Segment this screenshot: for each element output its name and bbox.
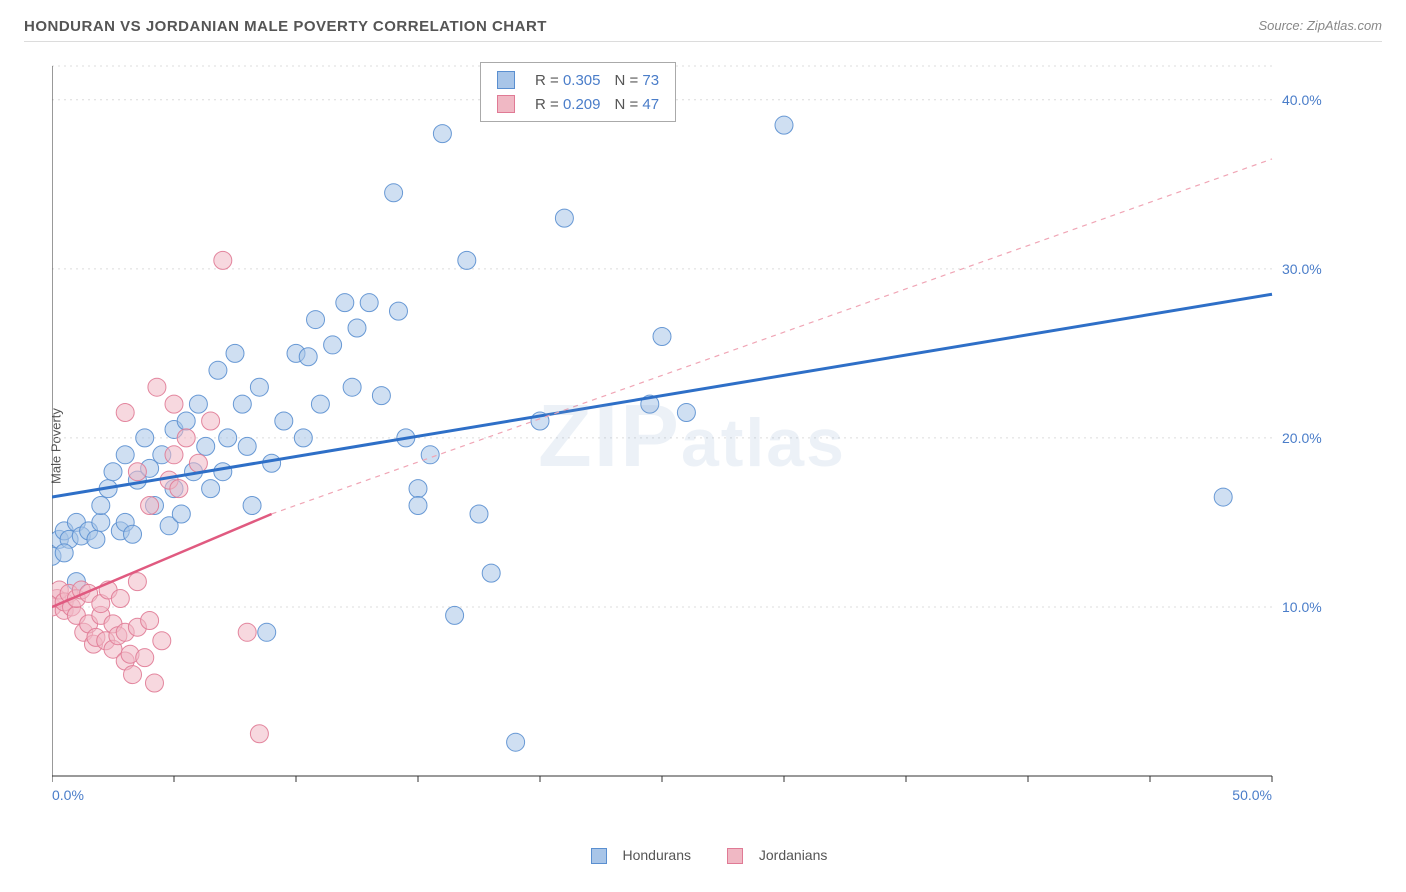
data-point	[409, 480, 427, 498]
svg-text:40.0%: 40.0%	[1282, 92, 1322, 108]
data-point	[233, 395, 251, 413]
data-point	[189, 395, 207, 413]
data-point	[177, 429, 195, 447]
correlation-legend: R = 0.305N = 73R = 0.209N = 47	[480, 62, 676, 122]
data-point	[141, 611, 159, 629]
svg-text:30.0%: 30.0%	[1282, 261, 1322, 277]
legend-r-label: R = 0.305	[529, 69, 606, 91]
data-point	[226, 344, 244, 362]
data-point	[775, 116, 793, 134]
data-point	[243, 497, 261, 515]
data-point	[324, 336, 342, 354]
legend-swatch	[497, 71, 515, 89]
data-point	[124, 666, 142, 684]
data-point	[124, 525, 142, 543]
data-point	[128, 573, 146, 591]
data-point	[189, 454, 207, 472]
legend-swatch	[591, 848, 607, 864]
data-point	[128, 463, 146, 481]
source-label: Source: ZipAtlas.com	[1258, 18, 1382, 33]
trend-line	[52, 294, 1272, 497]
data-point	[141, 497, 159, 515]
data-point	[294, 429, 312, 447]
data-point	[172, 505, 190, 523]
data-point	[482, 564, 500, 582]
trend-line-ext	[272, 159, 1272, 514]
data-point	[1214, 488, 1232, 506]
page-title: HONDURAN VS JORDANIAN MALE POVERTY CORRE…	[24, 18, 547, 35]
data-point	[136, 429, 154, 447]
data-point	[177, 412, 195, 430]
data-point	[385, 184, 403, 202]
data-point	[470, 505, 488, 523]
data-point	[507, 733, 525, 751]
data-point	[92, 497, 110, 515]
data-point	[258, 623, 276, 641]
data-point	[116, 404, 134, 422]
legend-item: Jordanians	[715, 847, 827, 863]
data-point	[92, 513, 110, 531]
data-point	[170, 480, 188, 498]
data-point	[209, 361, 227, 379]
legend-item: Hondurans	[579, 847, 691, 863]
data-point	[299, 348, 317, 366]
data-point	[409, 497, 427, 515]
svg-text:50.0%: 50.0%	[1232, 787, 1272, 803]
data-point	[555, 209, 573, 227]
data-point	[145, 674, 163, 692]
data-point	[111, 590, 129, 608]
data-point	[677, 404, 695, 422]
data-point	[311, 395, 329, 413]
data-point	[165, 395, 183, 413]
legend-row: R = 0.209N = 47	[491, 93, 665, 115]
data-point	[87, 530, 105, 548]
legend-n-label: N = 47	[608, 93, 665, 115]
data-point	[219, 429, 237, 447]
data-point	[238, 623, 256, 641]
data-point	[372, 387, 390, 405]
legend-row: R = 0.305N = 73	[491, 69, 665, 91]
data-point	[343, 378, 361, 396]
data-point	[433, 125, 451, 143]
data-point	[116, 446, 134, 464]
data-point	[55, 544, 73, 562]
data-point	[136, 649, 154, 667]
svg-text:0.0%: 0.0%	[52, 787, 84, 803]
data-point	[214, 251, 232, 269]
chart-plot-area: 0.0%50.0%10.0%20.0%30.0%40.0% ZIPatlas	[52, 56, 1332, 816]
scatter-chart: 0.0% 50.0% 10.0% 20.0% 30.0% 40.0%	[52, 56, 1332, 816]
series-legend: Hondurans Jordanians	[0, 847, 1406, 864]
data-point	[148, 378, 166, 396]
data-point	[165, 446, 183, 464]
legend-r-label: R = 0.209	[529, 93, 606, 115]
data-point	[421, 446, 439, 464]
data-point	[653, 327, 671, 345]
data-point	[238, 437, 256, 455]
legend-n-label: N = 73	[608, 69, 665, 91]
data-point	[250, 378, 268, 396]
data-point	[263, 454, 281, 472]
data-point	[202, 480, 220, 498]
data-point	[250, 725, 268, 743]
data-point	[348, 319, 366, 337]
svg-text:10.0%: 10.0%	[1282, 599, 1322, 615]
data-point	[202, 412, 220, 430]
svg-text:20.0%: 20.0%	[1282, 430, 1322, 446]
legend-swatch	[497, 95, 515, 113]
data-point	[275, 412, 293, 430]
data-point	[104, 463, 122, 481]
data-point	[458, 251, 476, 269]
data-point	[446, 606, 464, 624]
data-point	[360, 294, 378, 312]
data-point	[214, 463, 232, 481]
data-point	[153, 632, 171, 650]
data-point	[307, 311, 325, 329]
legend-swatch	[727, 848, 743, 864]
data-point	[197, 437, 215, 455]
data-point	[389, 302, 407, 320]
data-point	[336, 294, 354, 312]
